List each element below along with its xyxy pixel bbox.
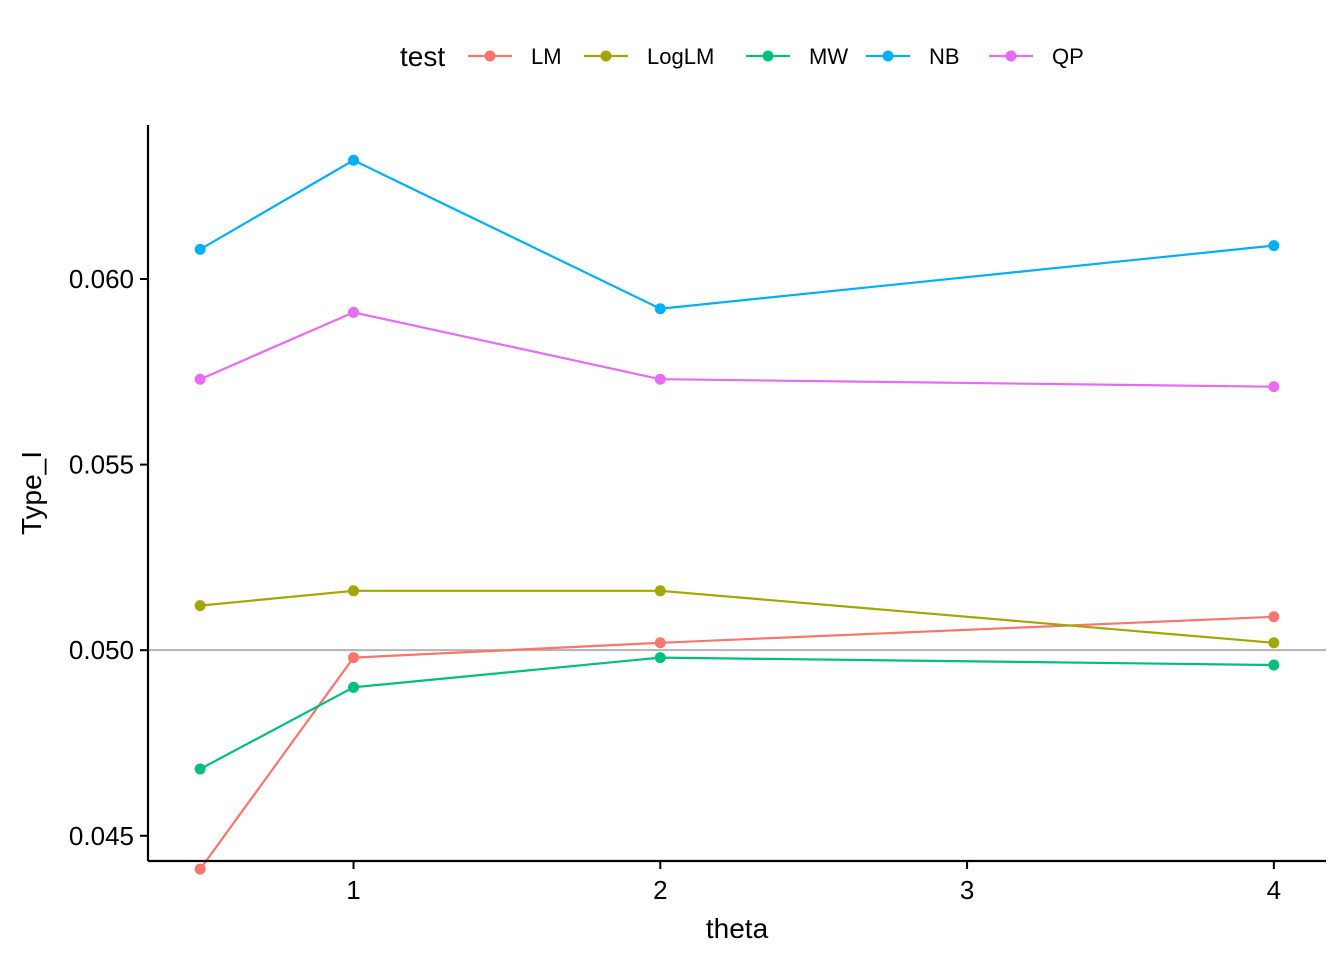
series-line-lm bbox=[199, 615, 1274, 870]
data-point-qp bbox=[654, 373, 666, 385]
legend-label-qp: QP bbox=[1052, 44, 1084, 69]
y-tick-label: 0.055 bbox=[69, 450, 134, 480]
data-point-lm bbox=[1268, 611, 1280, 623]
x-tick-label: 1 bbox=[346, 875, 360, 905]
x-tick-label: 3 bbox=[960, 875, 974, 905]
data-point-lm bbox=[654, 637, 666, 649]
data-point-loglm bbox=[654, 585, 666, 597]
legend-key-point-lm bbox=[484, 50, 496, 62]
x-tick-label: 2 bbox=[653, 875, 667, 905]
legend-title: test bbox=[400, 41, 445, 72]
series-line-qp bbox=[199, 311, 1274, 388]
y-axis-title: Type_I bbox=[16, 451, 47, 535]
data-point-lm bbox=[194, 863, 206, 875]
x-tick-label: 4 bbox=[1267, 875, 1281, 905]
x-axis-title: theta bbox=[706, 913, 769, 944]
series-line-mw bbox=[199, 656, 1274, 770]
data-point-loglm bbox=[194, 600, 206, 612]
axes: 0.045 0.050 0.055 0.060 1 2 3 4 bbox=[69, 125, 1326, 905]
series-line-nb bbox=[199, 159, 1274, 310]
data-point-qp bbox=[348, 306, 360, 318]
data-point-nb bbox=[654, 303, 666, 315]
legend-key-point-mw bbox=[762, 50, 774, 62]
data-point-nb bbox=[348, 154, 360, 166]
legend-key-point-loglm bbox=[600, 50, 612, 62]
series-line-loglm bbox=[200, 589, 1274, 644]
data-point-loglm bbox=[1268, 637, 1280, 649]
legend-label-nb: NB bbox=[929, 44, 960, 69]
data-point-nb bbox=[194, 243, 206, 255]
data-point-mw bbox=[654, 652, 666, 664]
y-tick-label: 0.060 bbox=[69, 264, 134, 294]
legend: test LM LogLM MW NB QP bbox=[400, 41, 1084, 72]
data-point-mw bbox=[348, 681, 360, 693]
legend-label-loglm: LogLM bbox=[647, 44, 714, 69]
data-point-nb bbox=[1268, 240, 1280, 252]
y-tick-label: 0.050 bbox=[69, 635, 134, 665]
legend-label-lm: LM bbox=[531, 44, 562, 69]
y-tick-label: 0.045 bbox=[69, 821, 134, 851]
plot-area bbox=[148, 154, 1326, 875]
data-point-loglm bbox=[348, 585, 360, 597]
data-point-qp bbox=[1268, 381, 1280, 393]
legend-label-mw: MW bbox=[809, 44, 848, 69]
legend-key-point-nb bbox=[882, 50, 894, 62]
legend-key-point-qp bbox=[1005, 50, 1017, 62]
data-point-mw bbox=[1268, 659, 1280, 671]
data-point-lm bbox=[348, 652, 360, 664]
data-point-mw bbox=[194, 763, 206, 775]
data-point-qp bbox=[194, 373, 206, 385]
